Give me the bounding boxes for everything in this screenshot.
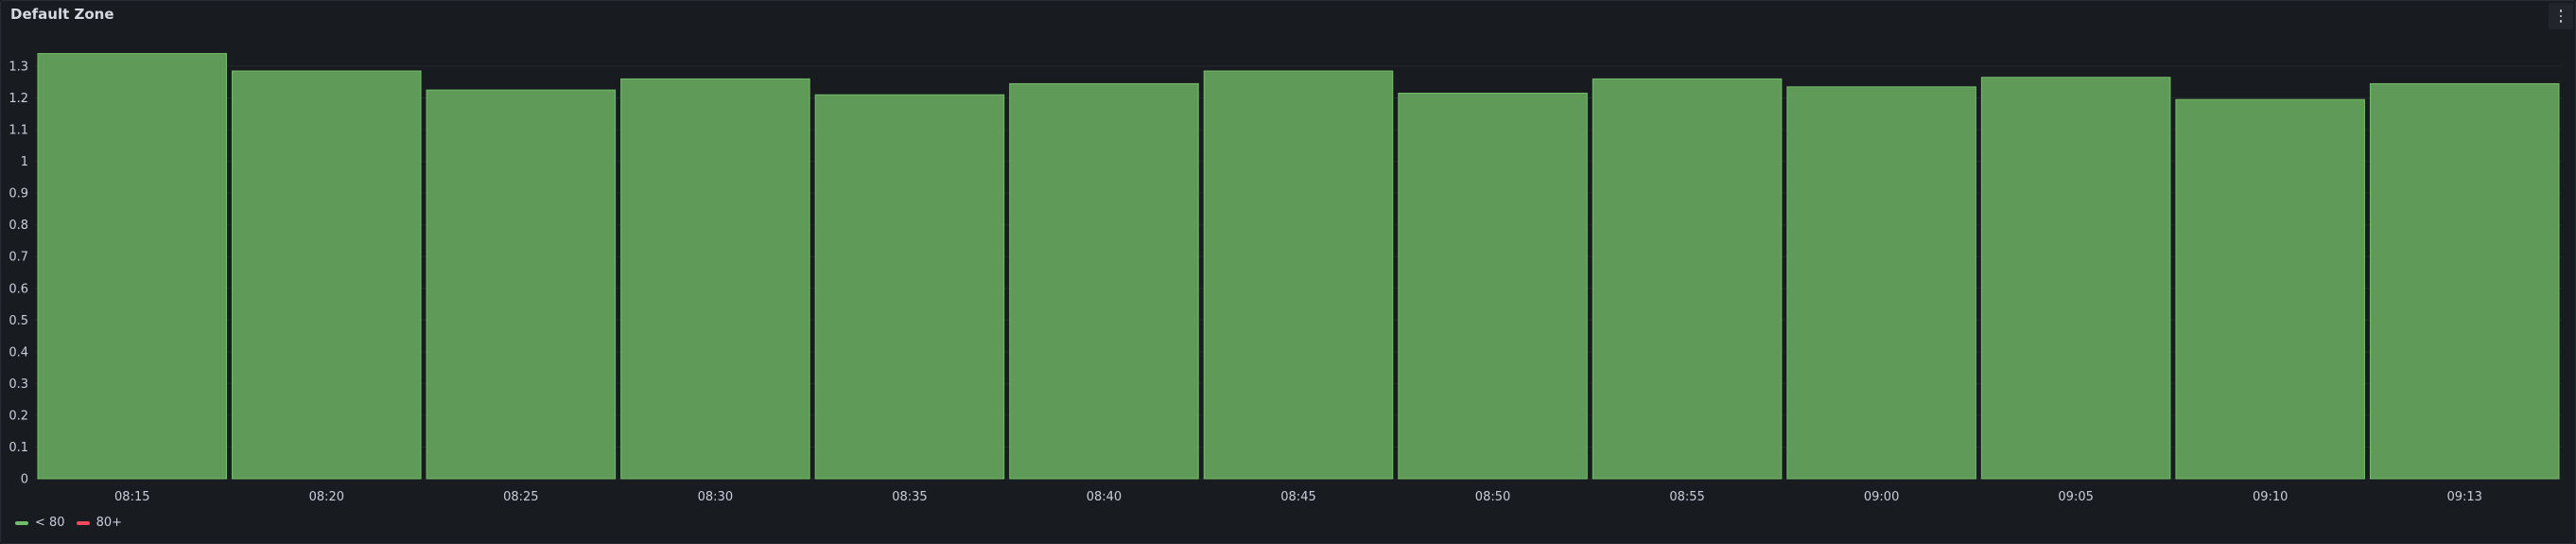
- bar-08:30[interactable]: [620, 78, 810, 480]
- y-tick-label: 0.6: [9, 282, 28, 296]
- y-tick-label: 0.9: [9, 187, 28, 202]
- legend-label: 80+: [96, 516, 123, 530]
- bar-08:15[interactable]: [37, 53, 228, 480]
- panel-title: Default Zone: [10, 6, 114, 23]
- bar-09:10[interactable]: [2175, 98, 2365, 480]
- x-tick-label: 08:45: [1280, 490, 1315, 504]
- bar-08:20[interactable]: [232, 70, 422, 480]
- y-tick-label: 0.5: [9, 314, 28, 328]
- x-tick-label: 08:25: [503, 490, 538, 504]
- x-tick-label: 09:00: [1864, 490, 1899, 504]
- bar-09:00[interactable]: [1786, 86, 1976, 480]
- x-tick-label: 08:55: [1669, 490, 1704, 504]
- x-tick-label: 09:10: [2253, 490, 2288, 504]
- kebab-menu-icon: [2559, 9, 2563, 23]
- y-tick-label: 0.1: [9, 441, 28, 455]
- x-tick-label: 08:40: [1087, 490, 1122, 504]
- y-tick-label: 1: [21, 155, 28, 169]
- y-tick-label: 1.2: [9, 92, 28, 106]
- bar-08:35[interactable]: [814, 94, 1005, 480]
- x-tick-label: 08:35: [892, 490, 927, 504]
- legend-swatch-red: [76, 520, 90, 525]
- panel-menu-button[interactable]: [2549, 3, 2573, 29]
- bar-08:25[interactable]: [426, 89, 617, 480]
- y-tick-label: 0.4: [9, 345, 28, 360]
- bars: [37, 53, 2560, 480]
- bar-08:40[interactable]: [1009, 82, 1199, 480]
- x-tick-label: 09:13: [2446, 490, 2481, 504]
- x-tick-label: 08:20: [309, 490, 344, 504]
- x-tick-label: 09:05: [2058, 490, 2093, 504]
- bar-08:50[interactable]: [1398, 93, 1588, 480]
- legend: < 80 80+: [15, 516, 122, 530]
- bar-08:55[interactable]: [1592, 78, 1783, 480]
- y-tick-label: 1.3: [9, 61, 28, 75]
- y-tick-label: 0.8: [9, 219, 28, 233]
- x-tick-label: 08:30: [698, 490, 733, 504]
- legend-item-under-80[interactable]: < 80: [15, 516, 65, 530]
- x-tick-label: 08:15: [114, 490, 149, 504]
- y-tick-label: 0.3: [9, 377, 28, 392]
- legend-item-80-plus[interactable]: 80+: [76, 516, 123, 530]
- bar-08:45[interactable]: [1203, 70, 1394, 480]
- y-tick-label: 0.2: [9, 409, 28, 423]
- x-axis-ticks: 08:15 08:20 08:25 08:30 08:35 08:40 08:45 08:50…: [114, 490, 2482, 504]
- bar-09:05[interactable]: [1980, 77, 2171, 480]
- legend-swatch-green: [15, 520, 28, 525]
- x-tick-label: 08:50: [1475, 490, 1510, 504]
- bar-09:13[interactable]: [2369, 82, 2560, 480]
- legend-label: < 80: [35, 516, 65, 530]
- y-tick-label: 1.1: [9, 124, 28, 138]
- y-tick-label: 0.7: [9, 251, 28, 265]
- y-tick-label: 0: [21, 473, 28, 487]
- y-axis-ticks: 0 0.1 0.2 0.3 0.4 0.5 0.6 0.7 0.8 0.9 1 1.1 1.2 1.3: [9, 61, 28, 487]
